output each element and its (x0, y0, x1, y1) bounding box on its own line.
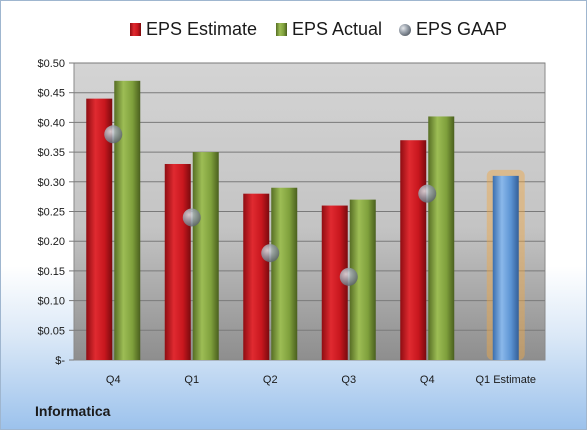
estimate-bar (86, 98, 113, 360)
bars (86, 80, 525, 361)
legend-item-estimate: EPS Estimate (130, 19, 257, 39)
estimate-bar (164, 163, 191, 360)
x-tick-label: Q3 (341, 374, 356, 386)
y-tick-label: $- (55, 355, 65, 367)
gaap-point (261, 244, 280, 263)
y-tick-label: $0.15 (37, 266, 65, 278)
actual-bar (271, 187, 298, 360)
company-name: Informatica (35, 403, 111, 419)
legend: EPS Estimate EPS Actual EPS GAAP (130, 19, 507, 39)
x-tick-label: Q4 (106, 374, 121, 386)
x-tick-label: Q4 (420, 374, 435, 386)
legend-item-actual: EPS Actual (276, 19, 382, 39)
estimate-bar (243, 193, 270, 360)
gaap-point (418, 184, 437, 203)
estimate-bar (400, 140, 427, 360)
legend-swatch-actual (276, 23, 287, 36)
y-tick-label: $0.35 (37, 147, 65, 159)
y-tick-label: $0.05 (37, 325, 65, 337)
x-tick-label: Q1 Estimate (475, 374, 536, 386)
legend-label-actual: EPS Actual (292, 19, 382, 39)
legend-label-gaap: EPS GAAP (416, 19, 507, 39)
y-tick-label: $0.45 (37, 88, 65, 100)
legend-swatch-estimate (130, 23, 141, 36)
y-tick-label: $0.25 (37, 207, 65, 219)
actual-bar (114, 80, 141, 360)
legend-item-gaap: EPS GAAP (399, 19, 507, 39)
y-tick-label: $0.30 (37, 177, 65, 189)
y-axis-ticks: $- $0.05 $0.10 $0.15 $0.20 $0.25 $0.30 $0.35 $0.… (37, 58, 74, 367)
x-tick-label: Q2 (263, 374, 278, 386)
actual-bar (192, 152, 219, 360)
legend-label-estimate: EPS Estimate (146, 19, 257, 39)
gaap-point (104, 125, 123, 144)
gaap-point (339, 267, 358, 286)
y-tick-label: $0.20 (37, 236, 65, 248)
actual-bar (428, 116, 455, 361)
legend-swatch-gaap (399, 24, 411, 36)
gridlines (74, 62, 545, 331)
gaap-point (182, 208, 201, 227)
y-tick-label: $0.40 (37, 117, 65, 129)
forecast-bar (492, 175, 519, 360)
x-tick-label: Q1 (184, 374, 199, 386)
gaap-points (104, 125, 437, 286)
x-axis-ticks: Q4 Q1 Q2 Q3 Q4 Q1 Estimate (106, 374, 536, 386)
y-tick-label: $0.50 (37, 58, 65, 70)
y-tick-label: $0.10 (37, 296, 65, 308)
